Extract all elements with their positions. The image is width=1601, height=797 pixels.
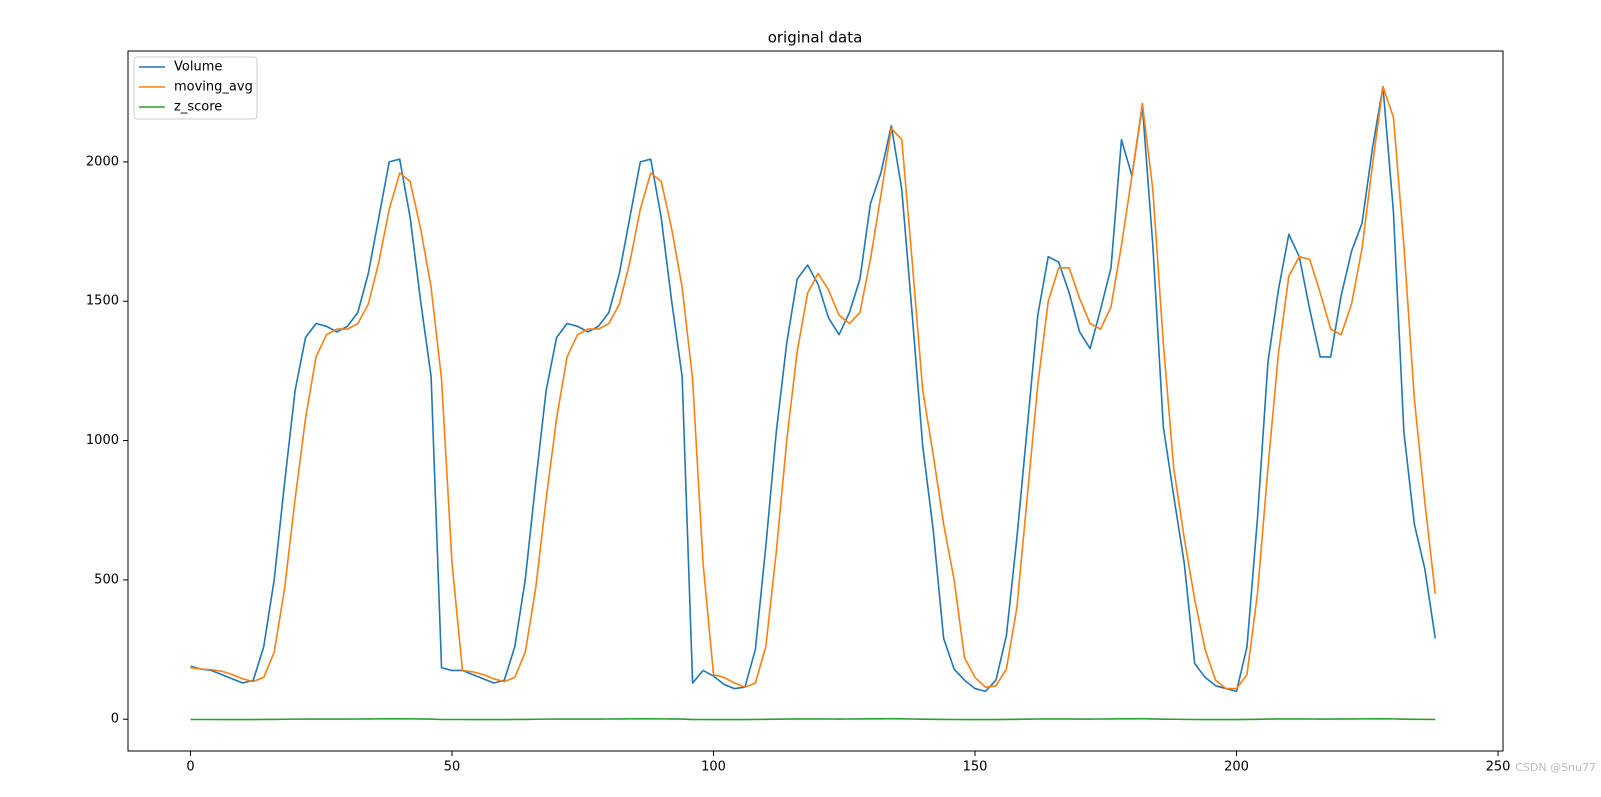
x-tick-label: 150 — [963, 760, 988, 775]
legend-label: z_score — [174, 100, 222, 115]
watermark: CSDN @Snu77 — [1515, 761, 1596, 774]
y-tick-label: 1000 — [86, 433, 119, 448]
x-tick-label: 50 — [444, 760, 461, 775]
chart-title: original data — [768, 29, 863, 47]
series-line — [190, 717, 1436, 721]
x-tick-label: 250 — [1486, 760, 1511, 775]
y-tick-label: 0 — [111, 712, 119, 727]
legend-box — [133, 56, 258, 120]
legend-label: moving_avg — [174, 80, 253, 95]
series-line — [190, 85, 1437, 690]
x-tick-label: 100 — [701, 760, 726, 775]
x-tick-label: 0 — [186, 760, 194, 775]
y-tick-label: 500 — [94, 572, 119, 587]
y-tick-label: 1500 — [86, 294, 119, 309]
y-tick-label: 2000 — [86, 154, 119, 169]
x-tick-label: 200 — [1224, 760, 1249, 775]
legend-label: Volume — [174, 60, 222, 75]
plot-frame — [127, 50, 1504, 752]
